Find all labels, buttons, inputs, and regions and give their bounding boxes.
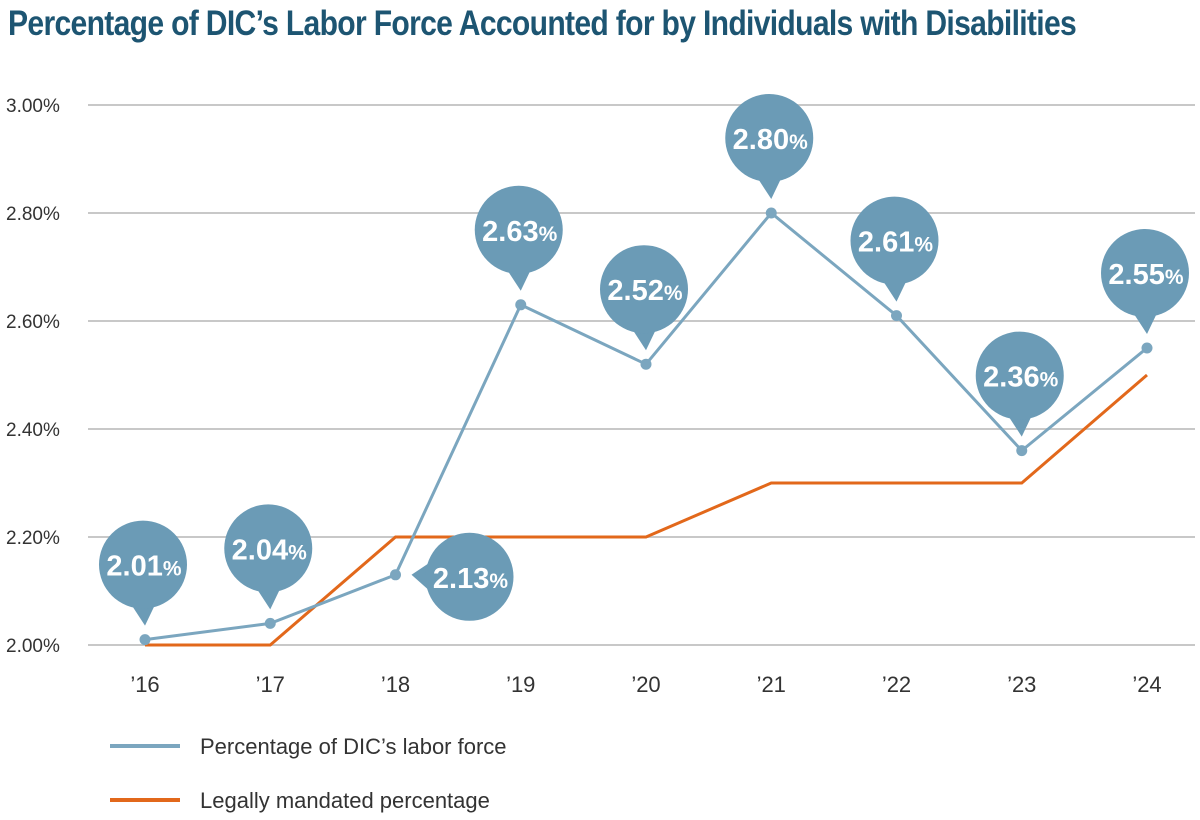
data-label-bubble [850, 196, 939, 285]
data-label-unit: % [789, 131, 808, 154]
x-tick-label: ’20 [631, 672, 660, 697]
bubble-pointer [255, 586, 282, 610]
data-label-unit: % [163, 558, 182, 581]
x-tick-label: ’16 [130, 672, 159, 697]
data-label-unit: % [489, 570, 508, 593]
data-label-bubble [474, 185, 563, 274]
legend-label: Legally mandated percentage [200, 788, 490, 813]
bubble-pointer [1132, 311, 1158, 334]
data-label: 2.52% [607, 275, 682, 307]
y-tick-label: 2.00% [6, 636, 60, 657]
y-tick-label: 2.40% [6, 420, 60, 441]
data-label-bubble [600, 245, 688, 334]
data-label-unit: % [914, 234, 933, 257]
chart-title: Percentage of DIC’s Labor Force Accounte… [8, 4, 1077, 43]
data-label-bubble [725, 94, 814, 182]
data-label-unit: % [664, 282, 683, 305]
data-label-bubble [99, 520, 187, 609]
data-point [515, 299, 527, 311]
data-label: 2.04% [232, 534, 307, 566]
x-tick-label: ’19 [506, 672, 535, 697]
data-point [139, 634, 151, 646]
data-label-bubble [975, 331, 1064, 420]
data-label-bubble [425, 532, 514, 621]
y-tick-label: 2.80% [6, 204, 60, 225]
data-point [264, 617, 276, 629]
bubble-pointer [130, 602, 156, 626]
series-line-mandated [145, 373, 1148, 647]
data-label: 2.61% [858, 227, 933, 259]
bubble-pointer [411, 562, 430, 591]
x-tick-label: ’23 [1007, 672, 1036, 697]
y-tick-label: 2.20% [6, 528, 60, 549]
data-label-unit: % [1165, 266, 1184, 289]
legend-label: Percentage of DIC’s labor force [200, 734, 507, 759]
data-point [1016, 445, 1028, 457]
data-point [640, 358, 652, 370]
data-label-unit: % [1040, 369, 1059, 392]
data-label-unit: % [539, 223, 558, 246]
data-point [765, 207, 777, 219]
x-tick-label: ’24 [1132, 672, 1161, 697]
data-label-bubble [1101, 229, 1189, 317]
bubble-pointer [505, 267, 532, 291]
x-tick-label: ’17 [256, 672, 285, 697]
x-tick-label: ’18 [381, 672, 410, 697]
y-tick-label: 2.60% [6, 312, 60, 333]
data-label-unit: % [288, 541, 307, 564]
data-point [1141, 342, 1153, 354]
data-point [891, 310, 902, 322]
bubble-pointer [756, 176, 783, 199]
bubble-pointer [631, 327, 657, 351]
data-label-bubble [224, 504, 313, 593]
x-tick-label: ’22 [882, 672, 911, 697]
bubble-pointer [881, 278, 908, 302]
bubble-pointer [1006, 413, 1033, 437]
y-tick-label: 3.00% [6, 96, 60, 117]
x-tick-label: ’21 [757, 672, 786, 697]
data-point [390, 569, 401, 581]
